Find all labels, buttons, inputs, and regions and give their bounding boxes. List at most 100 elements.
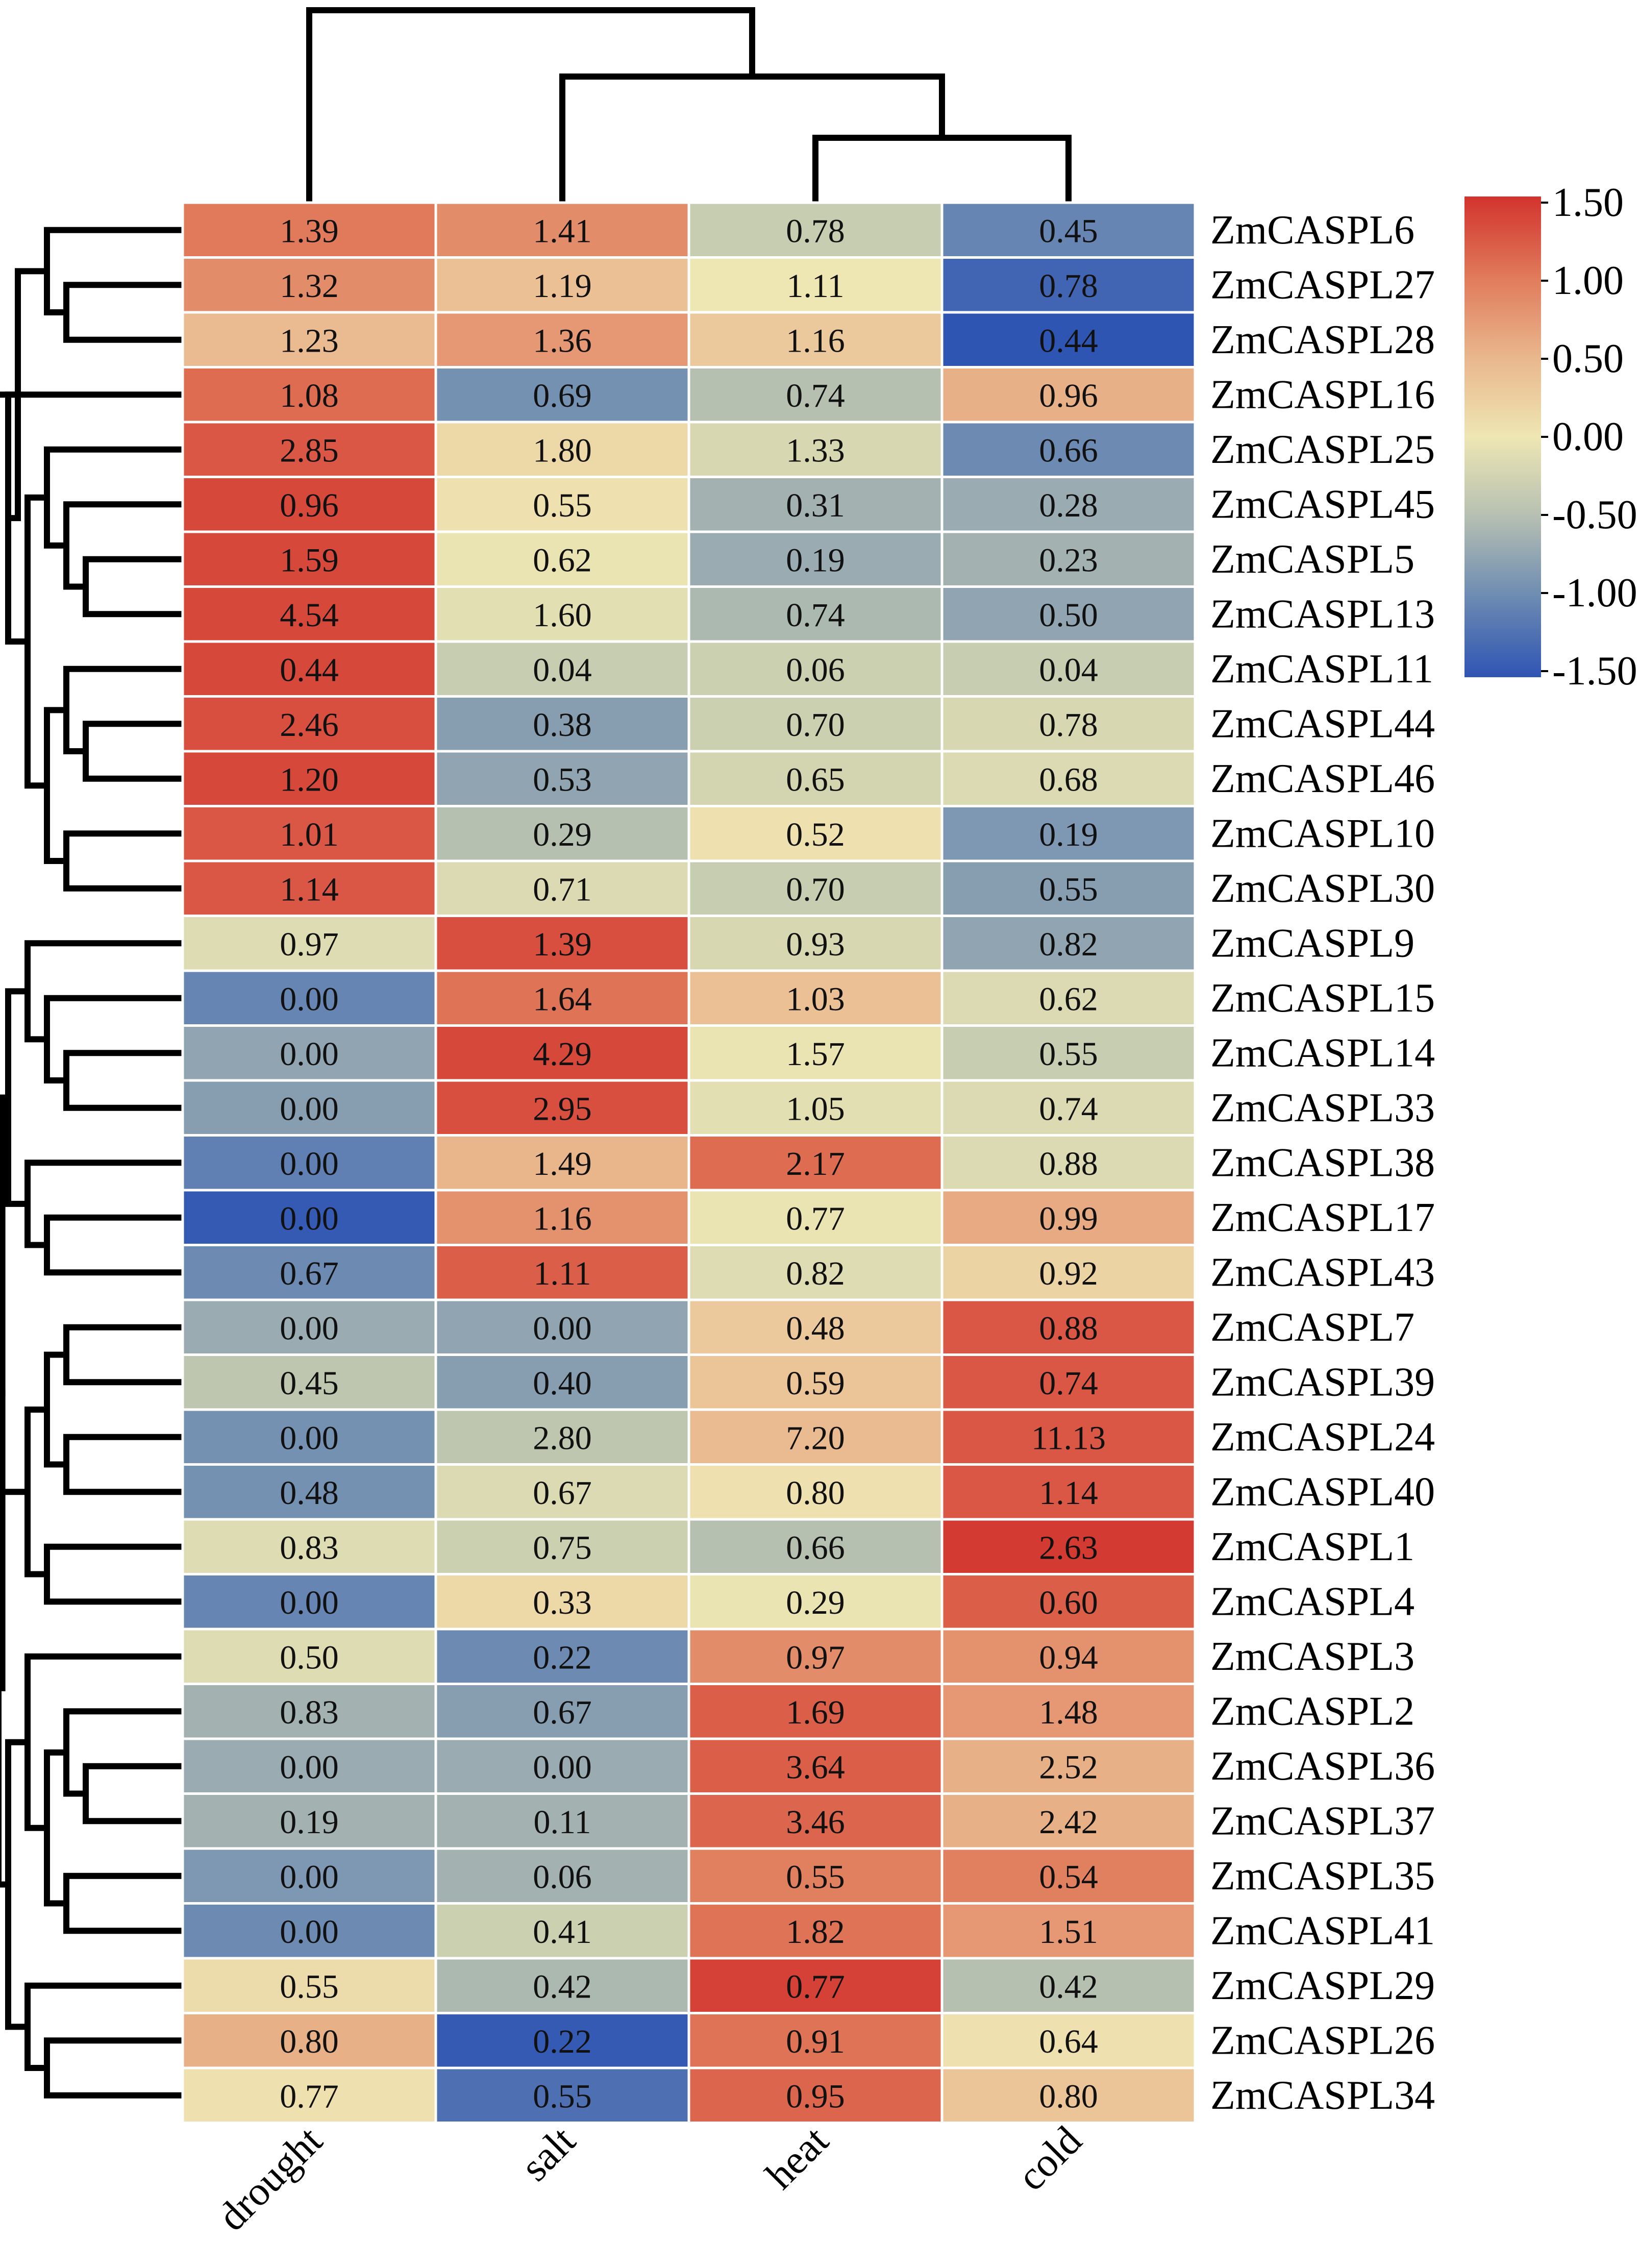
colorbar: 1.50 1.00 0.50 0.00 -0.50 -1.00 -1.50 [1464, 180, 1637, 694]
cell-value-label: 1.60 [533, 597, 592, 634]
column-label: cold [1009, 2118, 1090, 2200]
cell-value-label: 0.67 [280, 1255, 339, 1292]
row-dendro-link [63, 1324, 186, 1386]
row-label: ZmCASPL37 [1210, 1798, 1435, 1843]
colorbar-tick-label: 1.00 [1552, 258, 1624, 303]
heatmap-cell [181, 1573, 437, 1631]
cell-value-label: 0.00 [280, 1419, 339, 1457]
heatmap-cell [434, 1408, 690, 1466]
cell-value-label: 0.82 [1039, 926, 1098, 963]
heatmap-cell [940, 805, 1197, 862]
heatmap-cell [940, 1518, 1197, 1575]
cell-value-label: 1.80 [533, 432, 592, 469]
cell-value-label: 1.23 [280, 322, 339, 359]
row-label: ZmCASPL13 [1210, 591, 1435, 636]
heatmap-cell [181, 1134, 437, 1192]
cell-value-label: 0.70 [786, 871, 845, 908]
heatmap-cell [940, 1737, 1197, 1795]
cell-value-label: 0.96 [1039, 377, 1098, 414]
heatmap-cell [434, 2066, 690, 2124]
cell-value-label: 1.01 [280, 816, 339, 853]
column-label: salt [512, 2118, 584, 2190]
cell-value-label: 0.55 [786, 1858, 845, 1895]
heatmap-cell [940, 366, 1197, 424]
cell-value-label: 0.48 [280, 1474, 339, 1512]
cell-value-label: 0.82 [786, 1255, 845, 1292]
cell-value-label: 0.88 [1039, 1310, 1098, 1347]
heatmap-cell [181, 969, 437, 1027]
row-dendro-link [24, 1982, 186, 2071]
cell-value-label: 4.54 [280, 597, 339, 634]
col-dendro-link [306, 7, 755, 206]
cell-value-label: 0.92 [1039, 1255, 1098, 1292]
row-dendrogram [0, 227, 186, 2099]
cell-value-label: 0.41 [533, 1913, 592, 1951]
cell-value-label: 0.04 [1039, 651, 1098, 688]
cell-value-label: 0.42 [533, 1968, 592, 2005]
row-dendro-link [24, 940, 186, 1043]
cell-value-label: 0.55 [280, 1968, 339, 2005]
cell-value-label: 1.51 [1039, 1913, 1098, 1951]
cell-value-label: 0.55 [1039, 1036, 1098, 1073]
row-dendro-link [24, 1653, 186, 1831]
row-label: ZmCASPL34 [1210, 2073, 1435, 2118]
heatmap-cell [434, 1298, 690, 1356]
heatmap-cell [940, 1463, 1197, 1521]
row-label: ZmCASPL17 [1210, 1195, 1435, 1240]
row-label: ZmCASPL10 [1210, 811, 1435, 856]
cell-value-label: 0.74 [1039, 1090, 1098, 1127]
cell-value-label: 0.96 [280, 487, 339, 524]
row-label: ZmCASPL41 [1210, 1908, 1435, 1953]
row-dendro-link [44, 1214, 186, 1276]
row-label: ZmCASPL45 [1210, 482, 1435, 527]
cell-value-label: 1.59 [280, 541, 339, 579]
heatmap-cell [181, 1847, 437, 1905]
colorbar-tick-label: 0.00 [1552, 414, 1624, 459]
cell-value-label: 1.48 [1039, 1694, 1098, 1731]
cell-value-label: 7.20 [786, 1419, 845, 1457]
cell-value-label: 0.83 [280, 1694, 339, 1731]
cell-value-label: 0.28 [1039, 487, 1098, 524]
row-label: ZmCASPL4 [1210, 1579, 1414, 1624]
row-label: ZmCASPL26 [1210, 2018, 1435, 2063]
heatmap-cell [434, 640, 690, 698]
row-label: ZmCASPL15 [1210, 976, 1435, 1021]
heatmap-cells: 1.39 1.41 0.78 0.45 1.32 1.19 1.11 0.78 1.23 1.36… [181, 201, 1197, 2124]
heatmap-cell [434, 1957, 690, 2014]
heatmap-cell [434, 1683, 690, 1740]
heatmap-cell [940, 1024, 1197, 1082]
heatmap-cell [687, 1518, 943, 1575]
cell-value-label: 0.80 [1039, 2078, 1098, 2115]
cell-value-label: 0.70 [786, 706, 845, 744]
row-dendro-link [83, 721, 186, 782]
cell-value-label: 1.33 [786, 432, 845, 469]
cell-value-label: 0.75 [533, 1529, 592, 1566]
colorbar-tick-label: 0.50 [1552, 336, 1624, 381]
heatmap-cell [434, 750, 690, 807]
heatmap-cell [687, 915, 943, 972]
cell-value-label: 0.78 [1039, 706, 1098, 744]
cell-value-label: 1.57 [786, 1036, 845, 1073]
heatmap-cell [940, 1957, 1197, 2014]
heatmap-cell [940, 256, 1197, 314]
cell-value-label: 0.74 [786, 597, 845, 634]
cell-value-label: 0.55 [1039, 871, 1098, 908]
row-label: ZmCASPL3 [1210, 1634, 1414, 1679]
cell-value-label: 0.80 [280, 2023, 339, 2060]
cell-value-label: 2.46 [280, 706, 339, 744]
row-label: ZmCASPL40 [1210, 1469, 1435, 1514]
heatmap-cell [940, 750, 1197, 807]
row-label: ZmCASPL16 [1210, 372, 1435, 417]
cell-value-label: 0.68 [1039, 761, 1098, 798]
colorbar-tick-label: -1.50 [1552, 649, 1637, 694]
cell-value-label: 0.55 [533, 487, 592, 524]
heatmap-cell [434, 1628, 690, 1685]
cell-value-label: 0.04 [533, 651, 592, 688]
heatmap-cell [940, 1244, 1197, 1301]
heatmap-cell [940, 1134, 1197, 1192]
cell-value-label: 0.66 [786, 1529, 845, 1566]
row-dendro-link [44, 1543, 186, 1605]
cell-value-label: 0.22 [533, 1639, 592, 1676]
cell-value-label: 1.03 [786, 980, 845, 1018]
heatmap-cell [687, 476, 943, 533]
